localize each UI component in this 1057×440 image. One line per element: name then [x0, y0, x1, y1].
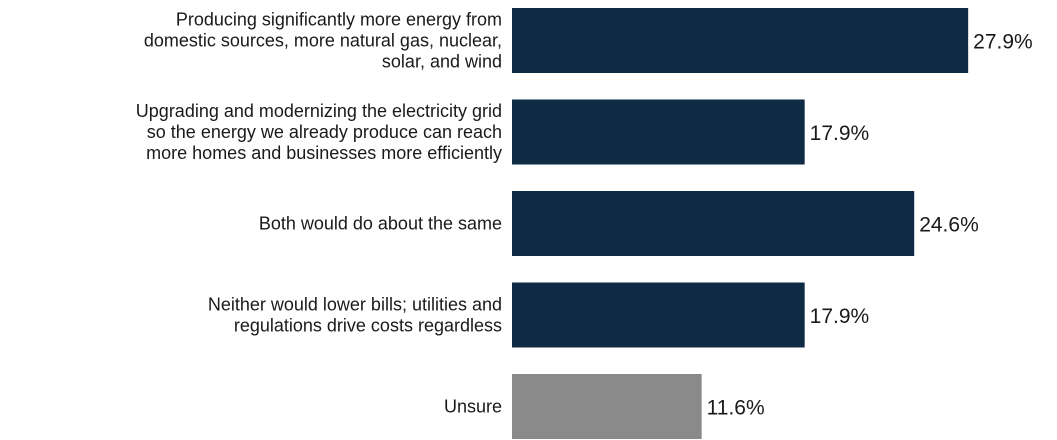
bar-4	[512, 282, 805, 348]
category-label-line: more homes and businesses more efficient…	[146, 143, 502, 163]
category-label-line: so the energy we already produce can rea…	[147, 122, 502, 142]
value-label-4: 17.9%	[810, 305, 870, 328]
category-label-line: Producing significantly more energy from	[176, 10, 502, 30]
category-labels-group: Producing significantly more energy from…	[136, 10, 502, 417]
category-label-5: Unsure	[444, 397, 502, 417]
category-label-line: Unsure	[444, 397, 502, 417]
category-label-4: Neither would lower bills; utilities and…	[208, 295, 502, 336]
category-label-line: regulations drive costs regardless	[234, 316, 502, 336]
category-label-line: Neither would lower bills; utilities and	[208, 295, 502, 315]
category-label-line: domestic sources, more natural gas, nucl…	[144, 31, 502, 51]
value-labels-group: 27.9% 17.9% 24.6% 17.9% 11.6%	[707, 31, 1033, 420]
category-label-2: Upgrading and modernizing the electricit…	[136, 101, 502, 163]
category-label-3: Both would do about the same	[259, 214, 502, 234]
category-label-line: Both would do about the same	[259, 214, 502, 234]
value-label-1: 27.9%	[973, 31, 1033, 54]
bar-3	[512, 191, 915, 256]
value-label-3: 24.6%	[919, 214, 979, 237]
bar-5	[512, 374, 702, 439]
bar-1	[512, 8, 969, 73]
value-label-5: 11.6%	[707, 397, 765, 420]
value-label-2: 17.9%	[810, 122, 870, 145]
category-label-line: solar, and wind	[382, 52, 502, 72]
bars-group	[512, 8, 969, 439]
category-label-1: Producing significantly more energy from…	[144, 10, 502, 72]
category-label-line: Upgrading and modernizing the electricit…	[136, 101, 502, 121]
bar-2	[512, 99, 805, 165]
